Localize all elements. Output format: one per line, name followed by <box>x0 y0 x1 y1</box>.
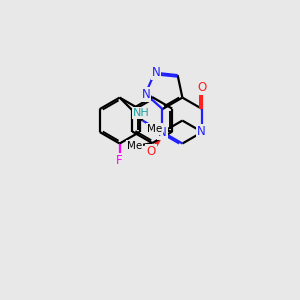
Text: NH: NH <box>133 108 149 118</box>
Text: Me: Me <box>127 141 142 151</box>
Text: N: N <box>197 125 206 138</box>
Text: N: N <box>158 126 167 139</box>
Text: N: N <box>152 66 160 79</box>
Text: O: O <box>198 81 207 94</box>
Text: O: O <box>146 146 156 158</box>
Text: Me: Me <box>147 124 162 134</box>
Text: F: F <box>116 154 123 167</box>
Text: N: N <box>142 88 150 101</box>
